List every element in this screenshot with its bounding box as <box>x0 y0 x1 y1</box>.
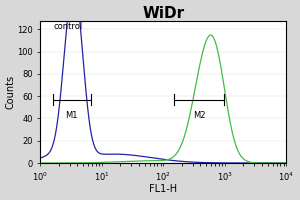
Y-axis label: Counts: Counts <box>6 75 16 109</box>
Text: control: control <box>54 22 83 31</box>
Text: M2: M2 <box>193 111 205 120</box>
Text: M1: M1 <box>65 111 78 120</box>
Title: WiDr: WiDr <box>142 6 184 21</box>
X-axis label: FL1-H: FL1-H <box>149 184 177 194</box>
